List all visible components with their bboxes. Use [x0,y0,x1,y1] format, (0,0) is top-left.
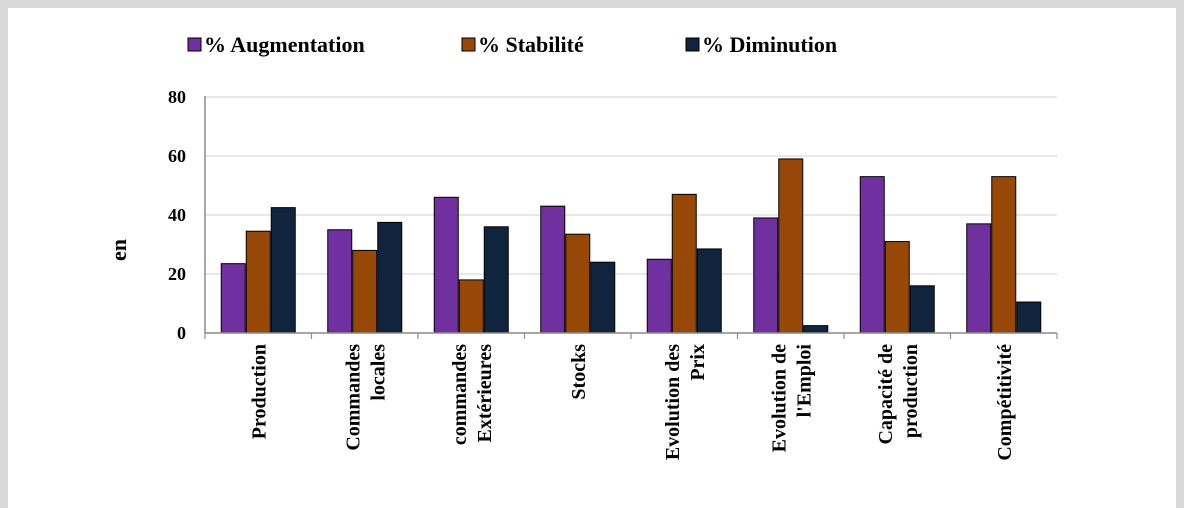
legend: % Augmentation % Stabilité % Diminution [187,32,837,57]
category-label: Production [248,344,270,439]
bar [540,205,566,334]
y-axis-title: en [106,239,131,261]
category-labels: Production Commandes locales commandes Extér… [248,344,1016,461]
legend-swatch [685,37,700,52]
bar [991,176,1017,334]
y-tick-labels: 0 20 40 60 80 [168,87,186,343]
bar [884,241,910,334]
bar [220,263,246,334]
category-label: Capacité de [875,344,897,445]
category-label: Compétitivité [994,344,1016,461]
y-tick-label: 80 [168,87,186,107]
y-tick-label: 20 [168,264,186,284]
bar [859,176,885,334]
bar [803,325,829,334]
y-tick-label: 0 [177,323,186,343]
bar [909,285,935,334]
category-label: locales [367,344,389,401]
bar [327,229,353,334]
y-tick-label: 60 [168,146,186,166]
bar [696,248,722,334]
category-label: Evolution des [662,344,684,460]
bar [590,261,616,334]
legend-swatch [461,37,476,52]
bar [778,158,804,334]
bar [352,249,378,334]
bar [646,258,672,334]
category-label: Evolution de [768,344,790,452]
axes [204,96,1058,339]
category-label: Extérieures [474,344,496,443]
category-label: commandes [449,344,471,445]
bar [565,233,591,334]
bar [671,193,697,334]
bars [220,158,1042,334]
bar [270,207,296,334]
category-label: l'Emploi [793,344,815,418]
legend-swatch [187,37,202,52]
y-tick-label: 40 [168,205,186,225]
bar [245,230,271,334]
category-label: production [900,344,922,438]
bar [458,279,484,334]
category-label: Prix [687,344,709,381]
legend-label: % Stabilité [478,32,584,57]
bar [377,221,403,334]
category-label: Stocks [568,344,590,400]
bar [1016,301,1042,334]
bar [966,223,992,334]
legend-label: % Augmentation [204,32,365,57]
bar [433,196,459,334]
bar [483,226,509,334]
bar [753,217,779,334]
category-label: Commandes [342,344,364,451]
legend-label: % Diminution [702,32,837,57]
